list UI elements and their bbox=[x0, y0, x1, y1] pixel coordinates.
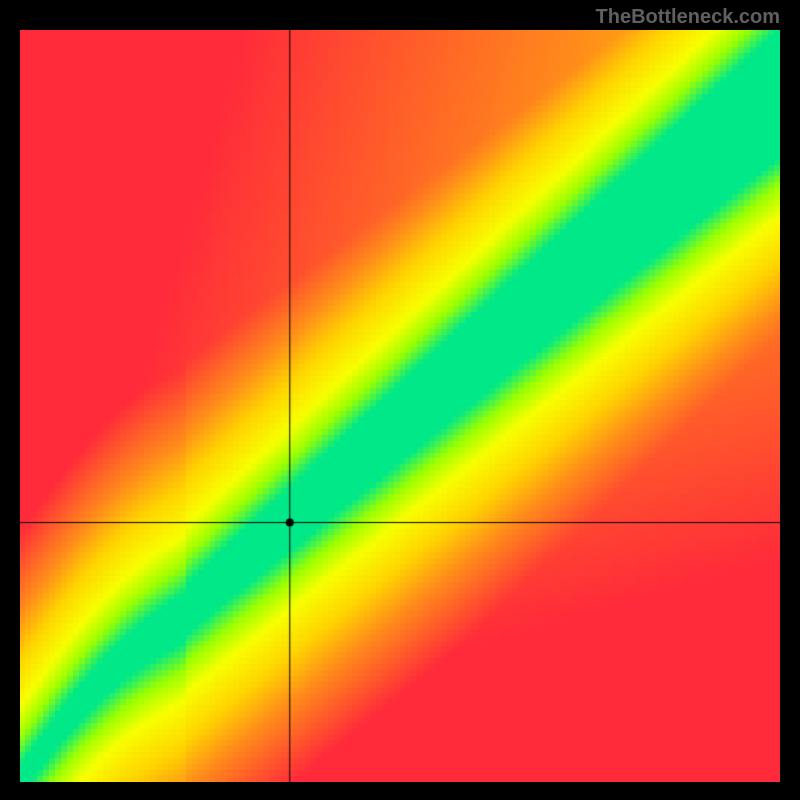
bottleneck-heatmap bbox=[20, 30, 780, 782]
chart-container: TheBottleneck.com bbox=[0, 0, 800, 800]
watermark-text: TheBottleneck.com bbox=[596, 6, 780, 29]
